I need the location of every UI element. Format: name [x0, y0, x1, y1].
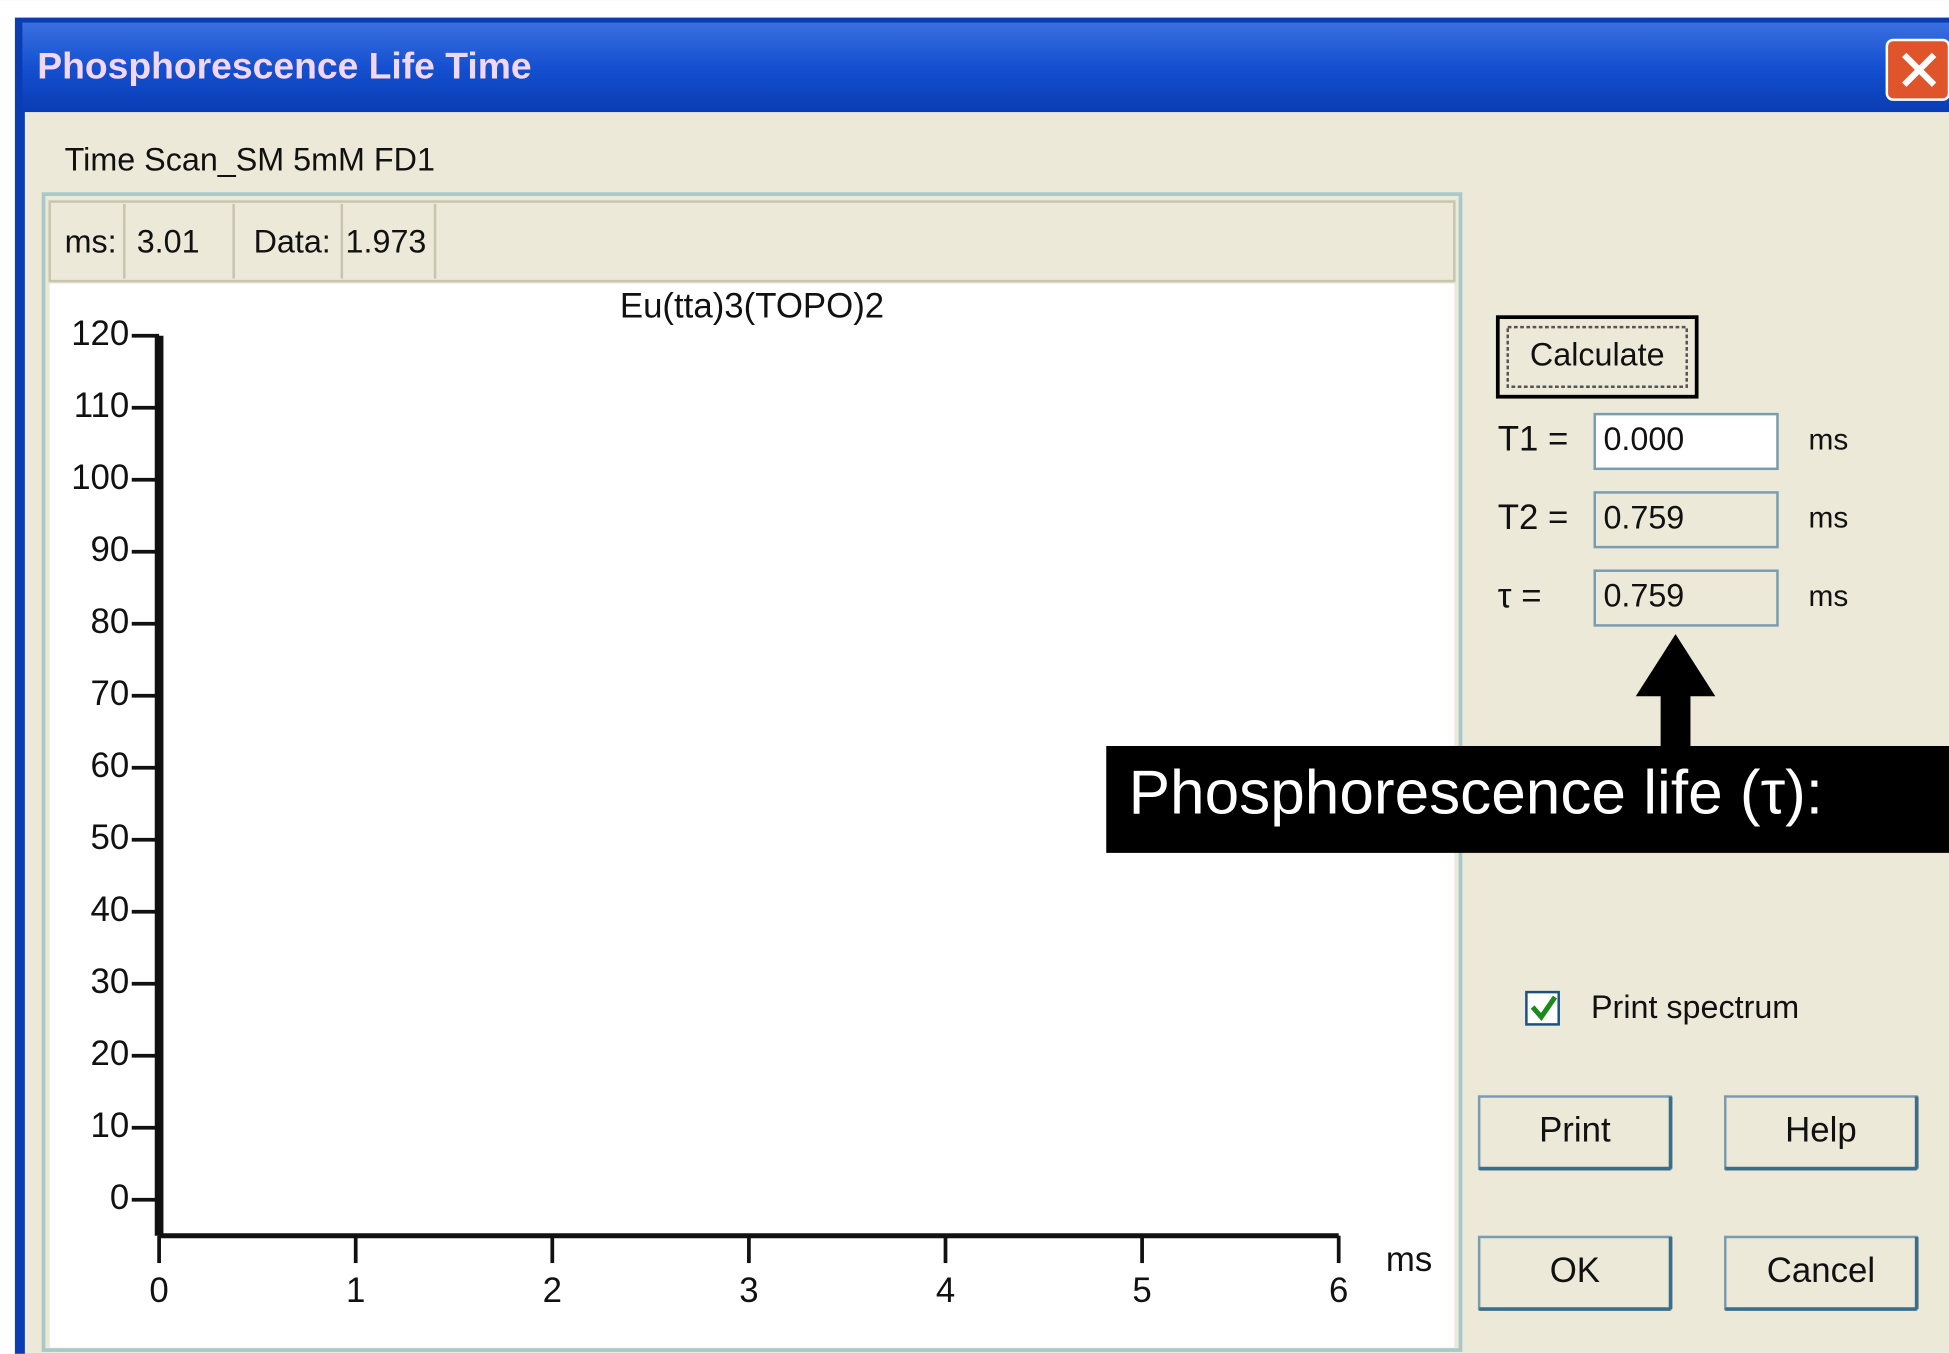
field-label: τ = — [1498, 576, 1542, 615]
y-tick-label: 10 — [91, 1106, 130, 1145]
y-tick-label: 120 — [71, 314, 129, 353]
calculate-button[interactable] — [1495, 315, 1699, 399]
annotation-text: Phosphorescence life (τ): — [1129, 758, 1823, 827]
x-tick-label: 1 — [346, 1271, 365, 1310]
checkbox-label: Print spectrum — [1591, 989, 1799, 1025]
y-tick-label: 30 — [91, 962, 130, 1001]
x-tick-label: 6 — [1329, 1271, 1348, 1310]
annotation-arrow — [1635, 634, 1716, 749]
button-label: Cancel — [1767, 1251, 1875, 1290]
title-bar — [22, 22, 1949, 113]
info-x-label: ms: — [65, 223, 117, 259]
field-value: 0.000 — [1603, 421, 1684, 457]
window-title: Phosphorescence Life Time — [37, 44, 531, 86]
field-unit: ms — [1809, 423, 1849, 456]
field-value: 0.759 — [1603, 578, 1684, 614]
button[interactable] — [1477, 1095, 1672, 1170]
buttons: Print Help OK Cancel — [1477, 1095, 1919, 1311]
field-unit: ms — [1809, 502, 1849, 535]
y-tick-label: 50 — [91, 818, 130, 857]
chart: 0 10 20 30 40 50 60 70 80 90 100 110 120 0 1 2 3 4 5 6 — [71, 314, 1348, 1310]
button-label: OK — [1550, 1251, 1600, 1290]
button-label: Print — [1539, 1111, 1611, 1150]
fields: T1 = 0.000 ms T2 = 0.759 ms τ = 0.759 ms — [1498, 412, 1849, 627]
field-input[interactable] — [1593, 491, 1779, 549]
x-unit-label: ms — [1386, 1240, 1432, 1279]
y-tick-label: 60 — [91, 746, 130, 785]
field-label: T2 = — [1498, 498, 1569, 537]
x-tick-label: 5 — [1132, 1271, 1151, 1310]
checkmark — [1530, 995, 1558, 1022]
y-tick-label: 40 — [91, 890, 130, 929]
info-x-value: 3.01 — [137, 223, 200, 259]
y-tick-label: 100 — [71, 458, 129, 497]
field-value: 0.759 — [1603, 499, 1684, 535]
annotation-box — [1106, 745, 1949, 853]
info-y-value: 1.973 — [346, 223, 427, 259]
close-icon — [1902, 52, 1937, 87]
field-unit: ms — [1809, 580, 1849, 613]
x-tick-label: 3 — [739, 1271, 758, 1310]
button-label: Help — [1785, 1111, 1857, 1150]
button[interactable] — [1724, 1095, 1918, 1170]
y-tick-label: 0 — [110, 1178, 129, 1217]
field-label: T1 = — [1498, 420, 1569, 459]
y-tick-label: 90 — [91, 530, 130, 569]
chart-title: Eu(tta)3(TOPO)2 — [620, 287, 884, 326]
y-tick-label: 80 — [91, 602, 130, 641]
x-tick-label: 2 — [543, 1271, 562, 1310]
focus-rect — [1506, 325, 1688, 389]
calculate-label: Calculate — [1530, 336, 1665, 372]
info-y-label: Data: — [254, 223, 331, 259]
field-input[interactable] — [1593, 569, 1779, 627]
field-input[interactable] — [1593, 412, 1779, 471]
y-tick-label: 20 — [91, 1034, 130, 1073]
x-tick-label: 0 — [149, 1271, 168, 1310]
x-tick-label: 4 — [936, 1271, 955, 1310]
button[interactable] — [1477, 1235, 1672, 1311]
y-tick-label: 70 — [91, 674, 130, 713]
info-bar — [48, 200, 1456, 283]
y-tick-label: 110 — [74, 386, 129, 425]
header-label: Time Scan_SM 5mM FD1 — [65, 141, 435, 177]
